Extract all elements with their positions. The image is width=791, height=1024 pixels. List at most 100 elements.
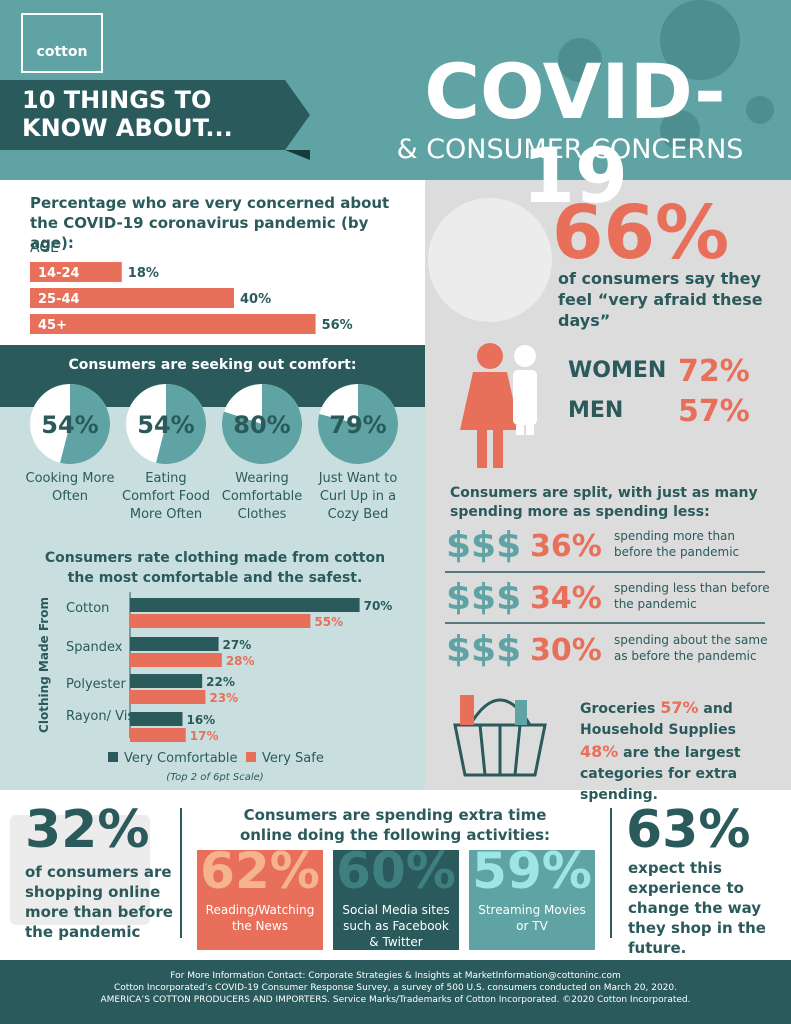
- text: are the largest categories for extra spe…: [580, 745, 741, 803]
- comfort-title: Consumers are seeking out comfort:: [68, 357, 357, 373]
- online-shop-value: 32%: [25, 800, 150, 860]
- bar: [130, 712, 183, 726]
- text: and: [703, 701, 733, 717]
- expect-text: expect this experience to change the way…: [628, 859, 766, 957]
- pie-label: 54%: [137, 411, 194, 439]
- groceries-text: Groceries 57% and Household Supplies 48%…: [580, 697, 770, 806]
- pie-caption: Just Want to Curl Up in a Cozy Bed: [318, 471, 398, 522]
- pie-caption: Wearing Comfortable Clothes: [221, 471, 303, 522]
- value-label: 16%: [186, 713, 215, 727]
- monitor-decor: [10, 815, 150, 925]
- footer: For More Information Contact: Corporate …: [0, 970, 791, 1006]
- legend-label: Very Comfortable: [124, 751, 238, 766]
- bar: [30, 314, 316, 334]
- virus-decor: [558, 0, 774, 150]
- group-label: WOMEN: [568, 358, 667, 383]
- header-art: [0, 0, 774, 160]
- online-shop-text: of consumers are shopping online more th…: [25, 863, 173, 941]
- woman-icon: [460, 343, 520, 468]
- bar: [130, 674, 203, 688]
- age-axis-label: AGE: [30, 240, 60, 256]
- grocery-icon: [460, 695, 474, 725]
- value-label: 23%: [209, 691, 238, 705]
- divider: [610, 808, 612, 938]
- activity-box: [333, 850, 459, 950]
- activity-box: [469, 850, 595, 950]
- title: COVID-19: [424, 47, 726, 220]
- pie-label: 79%: [329, 411, 386, 439]
- right-art: [428, 198, 765, 777]
- pie-slice: [60, 384, 110, 464]
- age-title: Percentage who are very concerned about …: [30, 194, 390, 252]
- bar: [130, 598, 360, 612]
- online-title: Consumers are spending extra time online…: [239, 806, 551, 844]
- logo-box: [21, 13, 103, 73]
- category-label: Polyester: [66, 677, 127, 692]
- category-label: 25-44: [38, 292, 80, 307]
- value-label: 17%: [190, 729, 219, 743]
- activity-label: Reading/Watching the News: [205, 903, 315, 933]
- grocery-icon: [515, 700, 527, 725]
- subtitle: & CONSUMER CONCERNS: [396, 134, 744, 165]
- footer-line: Cotton Incorporated’s COVID-19 Consumer …: [114, 983, 677, 993]
- cotton-chart: Cotton 70% 55% Spandex 27% 28% Polyester 22% 23%…: [37, 592, 393, 783]
- legend-label: Very Safe: [262, 751, 324, 766]
- man-icon: [513, 345, 537, 435]
- category-label: 45+: [38, 318, 67, 333]
- bar: [30, 262, 122, 282]
- activity-value: 59%: [472, 842, 592, 900]
- age-chart: 14-24 18% 25-44 40% 45+ 56%: [30, 262, 353, 334]
- pie-caption: Cooking More Often: [25, 471, 115, 504]
- pie-slice: [156, 384, 206, 464]
- text: Groceries: [580, 701, 656, 717]
- pie-label: 54%: [41, 411, 98, 439]
- dollar-icon: $$$: [446, 525, 522, 566]
- activity-value: 60%: [336, 842, 456, 900]
- activity-label: Streaming Movies or TV: [478, 903, 586, 933]
- activity-box: [197, 850, 323, 950]
- banner-fold: [285, 150, 310, 160]
- sad-face: [428, 198, 552, 322]
- bar: [130, 653, 222, 667]
- value-label: 56%: [322, 318, 353, 333]
- text: Household Supplies: [580, 722, 736, 738]
- dollar-icon: $$$: [446, 577, 522, 618]
- pie-slice: [221, 384, 302, 464]
- dollar-icon: $$$: [446, 629, 522, 670]
- value-label: 22%: [206, 675, 235, 689]
- spend-text: spending about the same as before the pa…: [614, 633, 768, 663]
- spend-value: 30%: [530, 633, 602, 668]
- expect-value: 63%: [626, 800, 751, 860]
- pie-caption: Eating Comfort Food More Often: [122, 471, 210, 522]
- category-label: Spandex: [66, 640, 123, 655]
- percent: 57%: [660, 698, 699, 717]
- group-label: MEN: [568, 398, 624, 423]
- footer-line: AMERICA’S COTTON PRODUCERS AND IMPORTERS…: [100, 995, 691, 1005]
- cotton-title: Consumers rate clothing made from cotton…: [44, 550, 386, 586]
- afraid-text: of consumers say they feel “very afraid …: [558, 269, 763, 330]
- value-label: 40%: [240, 292, 271, 307]
- value-label: 70%: [364, 599, 393, 613]
- percent: 48%: [580, 742, 619, 761]
- footer-line: For More Information Contact: Corporate …: [170, 971, 621, 981]
- spend-value: 36%: [530, 529, 602, 564]
- logo-text: cotton: [36, 44, 88, 60]
- category-label: 14-24: [38, 266, 80, 281]
- afraid-value: 66%: [552, 190, 730, 276]
- category-label: Cotton: [66, 601, 109, 616]
- group-value: 72%: [678, 354, 750, 389]
- spend-text: spending more than before the pandemic: [614, 529, 740, 559]
- bar: [130, 614, 311, 628]
- bar: [30, 288, 234, 308]
- bar: [130, 728, 186, 742]
- pie-slice: [318, 384, 399, 464]
- banner-shape: [0, 80, 310, 150]
- pie-label: 80%: [233, 411, 290, 439]
- comfort-chart: 54% 54% 80% 79%: [30, 384, 399, 464]
- divider: [180, 808, 182, 938]
- value-label: 55%: [314, 615, 343, 629]
- spending-title: Consumers are split, with just as many s…: [450, 485, 758, 520]
- legend-swatch: [246, 752, 256, 762]
- legend-swatch: [108, 752, 118, 762]
